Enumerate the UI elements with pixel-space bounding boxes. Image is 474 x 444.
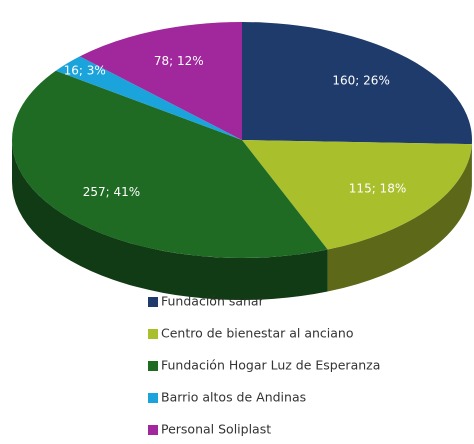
data-label: 115; 18% <box>349 181 406 195</box>
slice <box>79 22 242 140</box>
legend-swatch <box>148 361 158 371</box>
legend-label: Barrio altos de Andinas <box>161 390 306 405</box>
legend-swatch <box>148 297 158 307</box>
legend-swatch <box>148 425 158 435</box>
legend-label: Centro de bienestar al anciano <box>161 326 354 341</box>
slice <box>242 22 472 145</box>
legend-label: Fundación Hogar Luz de Esperanza <box>161 358 380 373</box>
data-label: 257; 41% <box>83 185 140 199</box>
slice <box>242 140 472 250</box>
legend-swatch <box>148 393 158 403</box>
legend-label: Fundación sanar <box>161 294 265 309</box>
slice <box>55 56 242 140</box>
data-label: 78; 12% <box>154 54 204 68</box>
slice-side <box>12 140 328 300</box>
legend-label: Personal Soliplast <box>161 422 271 437</box>
data-label: 16; 3% <box>64 63 106 77</box>
slice <box>11 70 328 259</box>
legend-swatch <box>148 329 158 339</box>
slice-side <box>327 144 472 292</box>
data-label: 160; 26% <box>332 73 389 87</box>
